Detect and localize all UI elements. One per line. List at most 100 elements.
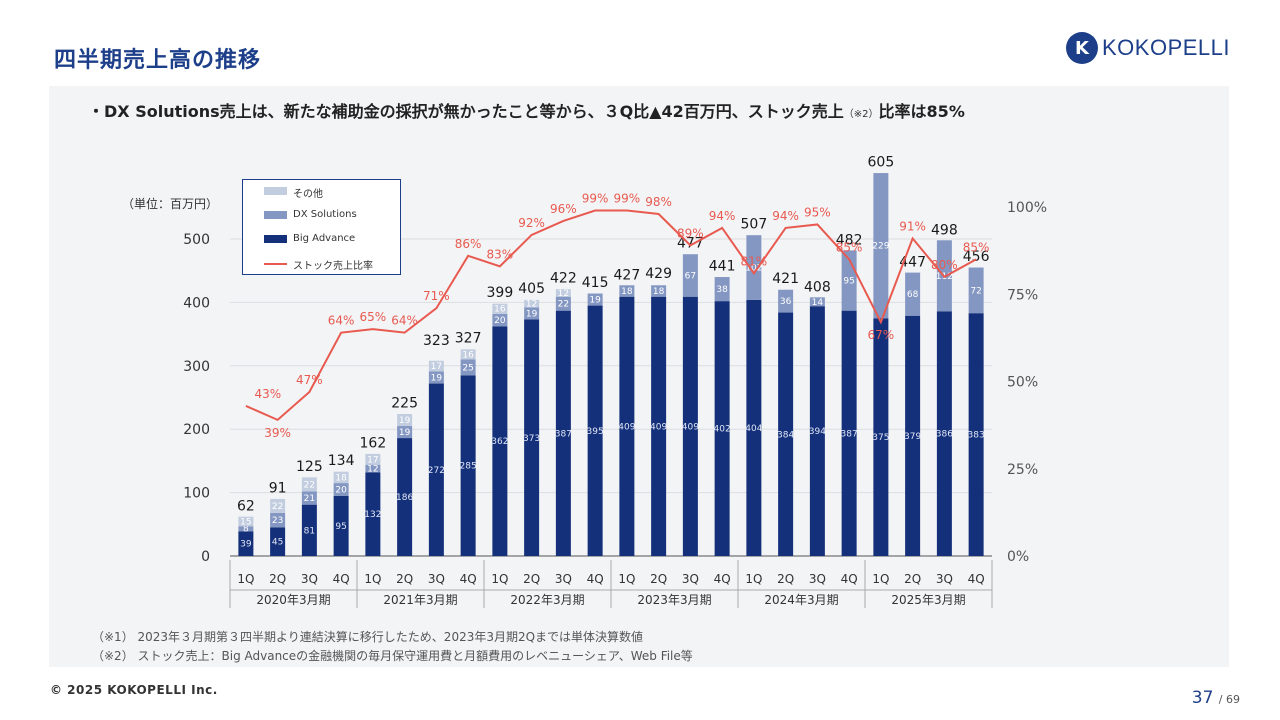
bar-value-label: 95 — [843, 277, 854, 287]
bar-value-label: 18 — [335, 473, 347, 483]
stock-ratio-label: 43% — [255, 387, 282, 401]
bar-value-label: 387 — [841, 429, 858, 439]
x-tick-label: 1Q — [745, 572, 762, 586]
bar-total-label: 498 — [931, 222, 958, 238]
fiscal-year-label: 2023年3月期 — [637, 593, 711, 607]
legend-swatch-big-advance — [264, 235, 287, 243]
y2-tick-label: 100% — [1007, 200, 1047, 216]
bar-value-label: 17 — [367, 455, 378, 465]
legend-swatch-other — [264, 187, 287, 195]
stock-ratio-label: 86% — [455, 237, 482, 251]
x-tick-label: 3Q — [809, 572, 826, 586]
x-tick-label: 2Q — [269, 572, 286, 586]
bar-dx-solutions — [968, 267, 984, 314]
bar-big-advance — [936, 311, 952, 556]
bar-big-advance — [809, 306, 825, 556]
bar-other — [301, 477, 317, 492]
bar-value-label: 12 — [558, 289, 569, 299]
legend-item-dx-solutions: DX Solutions — [264, 209, 357, 220]
page-number: 37 / 69 — [1192, 688, 1240, 708]
stock-ratio-label: 85% — [836, 240, 863, 254]
company-logo: K KOKOPELLI — [1066, 32, 1230, 64]
bar-value-label: 409 — [618, 422, 635, 432]
bar-value-label: 39 — [240, 540, 252, 550]
bar-value-label: 22 — [558, 300, 569, 310]
bar-value-label: 285 — [460, 462, 477, 472]
bar-value-label: 387 — [555, 429, 572, 439]
bar-big-advance — [841, 310, 857, 556]
bar-value-label: 375 — [872, 433, 889, 443]
bar-value-label: 16 — [494, 305, 506, 315]
bar-value-label: 409 — [682, 422, 699, 432]
fiscal-year-label: 2024年3月期 — [764, 593, 838, 607]
bar-dx-solutions — [746, 235, 762, 300]
stock-ratio-label: 92% — [518, 216, 545, 230]
bar-value-label: 12 — [367, 465, 378, 475]
stock-ratio-label: 47% — [296, 373, 323, 387]
bar-big-advance — [905, 315, 921, 556]
bar-dx-solutions — [365, 464, 381, 473]
bar-value-label: 21 — [304, 494, 315, 504]
bar-other — [428, 360, 444, 372]
bar-other — [555, 289, 571, 297]
bar-value-label: 22 — [272, 502, 283, 512]
footnote-2: （※2） ストック売上：Big Advanceの金融機関の毎月保守運用費と月額費… — [92, 649, 693, 663]
bar-value-label: 20 — [335, 485, 347, 495]
logo-text: KOKOPELLI — [1102, 35, 1231, 60]
stock-ratio-label: 95% — [804, 205, 831, 219]
copyright: © 2025 KOKOPELLI Inc. — [50, 683, 218, 697]
stock-ratio-label: 64% — [328, 314, 355, 328]
bar-total-label: 125 — [296, 459, 323, 475]
bar-total-label: 225 — [391, 395, 418, 411]
bar-value-label: 20 — [494, 316, 506, 326]
bar-total-label: 429 — [645, 266, 672, 282]
x-tick-label: 3Q — [682, 572, 699, 586]
bar-big-advance — [524, 319, 540, 556]
x-tick-label: 1Q — [872, 572, 889, 586]
y-axis-unit-label: （単位：百万円） — [122, 196, 218, 211]
bar-dx-solutions — [714, 277, 730, 302]
bar-total-label: 421 — [772, 271, 799, 287]
bar-value-label: 19 — [526, 309, 538, 319]
bar-value-label: 373 — [523, 434, 540, 444]
bar-dx-solutions — [809, 297, 825, 307]
bar-dx-solutions — [682, 254, 698, 297]
bar-dx-solutions — [873, 173, 889, 319]
bar-big-advance — [492, 326, 508, 556]
bar-value-label: 379 — [904, 432, 921, 442]
stock-ratio-line — [245, 209, 977, 422]
x-tick-label: 2Q — [523, 572, 540, 586]
bar-dx-solutions — [270, 512, 286, 528]
x-tick-label: 3Q — [555, 572, 572, 586]
bar-value-label: 25 — [462, 363, 473, 373]
page-title: 四半期売上高の推移 — [54, 48, 262, 73]
x-tick-label: 4Q — [714, 572, 731, 586]
stock-ratio-label: 99% — [582, 191, 609, 205]
bar-dx-solutions — [778, 289, 794, 313]
bar-total-label: 482 — [836, 232, 863, 248]
x-tick-label: 1Q — [237, 572, 254, 586]
stock-ratio-label: 99% — [614, 191, 641, 205]
bar-value-label: 95 — [335, 522, 346, 532]
bar-value-label: 362 — [491, 437, 508, 447]
bar-dx-solutions — [587, 293, 603, 306]
x-tick-label: 4Q — [587, 572, 604, 586]
bar-total-label: 605 — [868, 154, 895, 170]
legend-label-dx-solutions: DX Solutions — [293, 209, 357, 220]
legend-item-big-advance: Big Advance — [264, 233, 355, 244]
bar-dx-solutions — [460, 359, 476, 376]
bar-dx-solutions — [301, 491, 317, 505]
bar-dx-solutions — [492, 313, 508, 327]
stock-ratio-label: 94% — [709, 209, 736, 223]
bar-other — [238, 516, 254, 527]
x-tick-label: 2Q — [396, 572, 413, 586]
bar-dx-solutions — [428, 371, 444, 384]
stock-ratio-label: 91% — [899, 219, 926, 233]
headline-tail: 比率は85% — [878, 102, 965, 121]
bar-dx-solutions — [238, 526, 254, 532]
bar-value-label: 67 — [685, 271, 696, 281]
stock-ratio-label: 64% — [391, 314, 418, 328]
legend-swatch-stock-ratio — [264, 263, 287, 265]
bar-total-label: 91 — [269, 480, 287, 496]
